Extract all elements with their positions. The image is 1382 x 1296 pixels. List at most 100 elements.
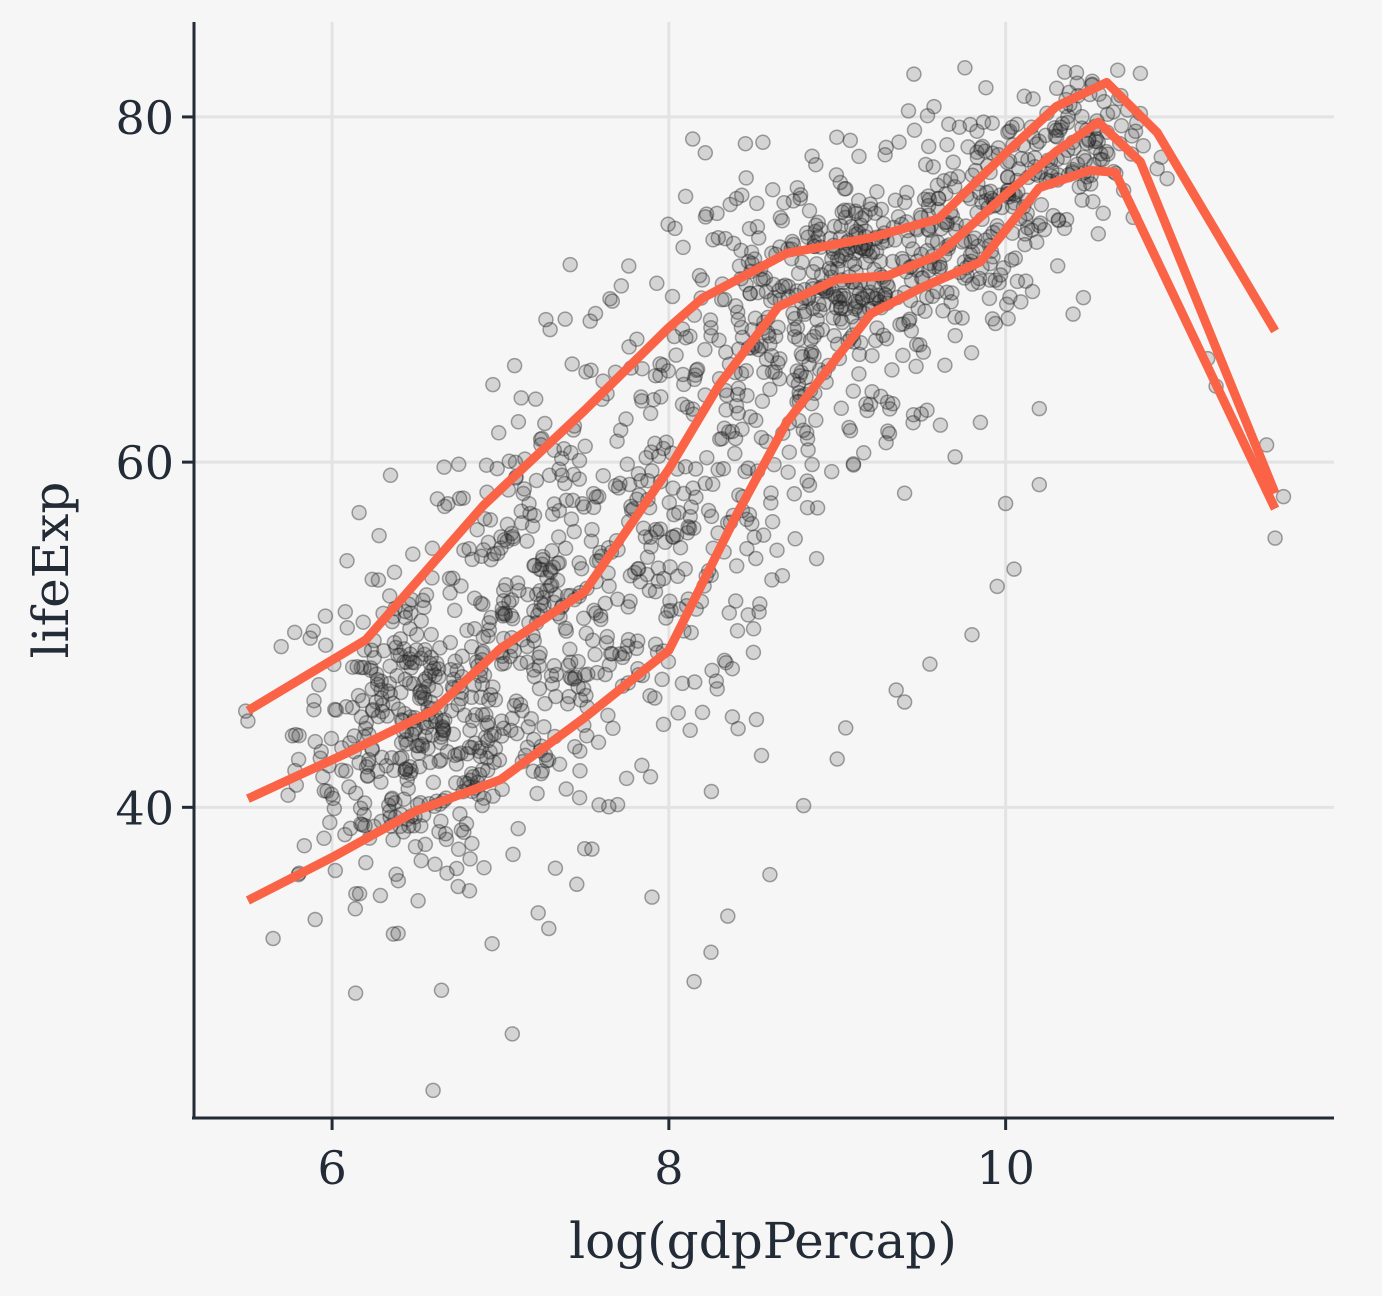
scatter-point-484	[551, 461, 567, 477]
scatter-point-304	[435, 722, 452, 738]
scatter-point-299	[462, 722, 478, 738]
scatter-point-207	[353, 709, 370, 725]
scatter-point-62	[494, 728, 510, 744]
scatter-point-295	[370, 572, 387, 588]
scatter-point-910	[859, 402, 875, 419]
scatter-point-1266	[919, 402, 935, 418]
scatter-point-501	[453, 822, 470, 838]
scatter-point-363	[403, 763, 419, 779]
scatter-point-724	[599, 628, 616, 645]
scatter-point-849	[682, 508, 698, 525]
scatter-point-715	[578, 364, 594, 380]
scatter-point-729	[629, 331, 645, 347]
scatter-point-491	[525, 662, 542, 678]
scatter-point-1092	[884, 362, 900, 378]
scatter-point-683	[740, 460, 757, 476]
scatter-point-895	[727, 298, 744, 314]
scatter-point-1567	[1071, 179, 1088, 195]
scatter-point-927	[905, 406, 922, 423]
scatter-point-499	[554, 467, 570, 483]
scatter-point-978	[777, 277, 793, 294]
scatter-point-273	[350, 687, 367, 704]
scatter-point-739	[686, 371, 703, 388]
scatter-point-1256	[837, 209, 854, 226]
scatter-point-804	[683, 499, 699, 515]
scatter-point-84	[477, 729, 494, 746]
scatter-point-1189	[939, 216, 955, 233]
scatter-point-903	[770, 319, 786, 336]
scatter-point-635	[436, 498, 453, 515]
scatter-point-66	[353, 816, 369, 832]
scatter-point-629	[526, 507, 543, 524]
scatter-point-1129	[798, 425, 815, 441]
scatter-point-898	[842, 422, 859, 439]
scatter-point-1230	[803, 346, 819, 363]
scatter-point-199	[405, 546, 421, 562]
scatter-point-640	[686, 674, 703, 690]
scatter-point-317	[364, 681, 380, 697]
scatter-point-630	[487, 692, 504, 708]
scatter-point-398	[510, 414, 527, 430]
scatter-point-1000	[748, 412, 764, 429]
scatter-point-1108	[804, 456, 820, 473]
scatter-point-110	[420, 740, 436, 756]
scatter-point-373	[365, 701, 381, 718]
scatter-point-1588	[1090, 134, 1106, 150]
scatter-point-1418	[829, 129, 845, 145]
scatter-point-753	[698, 206, 715, 222]
scatter-point-53	[286, 624, 303, 641]
scatter-point-874	[621, 258, 637, 274]
scatter-point-1126	[794, 254, 810, 271]
scatter-point-1215	[862, 284, 879, 301]
scatter-point-1172	[920, 197, 937, 214]
scatter-point-377	[466, 620, 483, 637]
scatter-point-300	[381, 675, 398, 692]
scatter-point-203	[302, 630, 318, 646]
scatter-point-1316	[845, 383, 862, 399]
scatter-point-521	[504, 1026, 521, 1042]
scatter-point-1483	[950, 168, 966, 185]
scatter-point-147	[354, 817, 371, 833]
scatter-point-81	[401, 675, 418, 691]
scatter-point-402	[583, 533, 600, 549]
scatter-point-2	[431, 753, 447, 770]
scatter-point-434	[493, 713, 510, 729]
scatter-point-80	[411, 690, 428, 707]
scatter-point-881	[702, 312, 719, 328]
scatter-point-1463	[977, 143, 993, 159]
scatter-point-296	[392, 647, 409, 663]
scatter-point-520	[571, 452, 588, 469]
scatter-point-952	[747, 310, 764, 326]
scatter-point-638	[525, 763, 542, 779]
scatter-point-749	[655, 570, 672, 587]
scatter-point-25	[386, 564, 403, 580]
scatter-point-991	[765, 276, 782, 293]
scatter-point-419	[600, 707, 616, 724]
scatter-point-433	[521, 495, 537, 512]
quantile-lines	[245, 77, 1280, 905]
scatter-point-1022	[875, 327, 892, 344]
scatter-point-1434	[991, 275, 1007, 291]
scatter-point-685	[712, 431, 728, 447]
scatter-point-332	[471, 743, 487, 760]
scatter-point-211	[387, 795, 403, 811]
scatter-point-1564	[1004, 119, 1020, 135]
scatter-point-563	[551, 555, 567, 571]
scatter-point-1205	[1000, 310, 1016, 327]
scatter-point-536	[511, 582, 527, 599]
scatter-point-775	[587, 305, 604, 322]
scatter-point-597	[402, 646, 418, 662]
scatter-point-625	[597, 666, 613, 683]
scatter-point-477	[628, 640, 645, 657]
scatter-point-1442	[1032, 215, 1049, 231]
scatter-point-695	[714, 430, 730, 447]
scatter-point-645	[505, 529, 521, 545]
scatter-point-1059	[734, 187, 750, 203]
scatter-point-288	[351, 885, 368, 902]
scatter-point-1065	[832, 294, 848, 310]
scatter-point-279	[428, 655, 445, 672]
scatter-point-592	[514, 515, 530, 531]
scatter-point-905	[730, 380, 747, 397]
scatter-point-29	[431, 669, 447, 685]
scatter-point-1116	[828, 288, 844, 305]
